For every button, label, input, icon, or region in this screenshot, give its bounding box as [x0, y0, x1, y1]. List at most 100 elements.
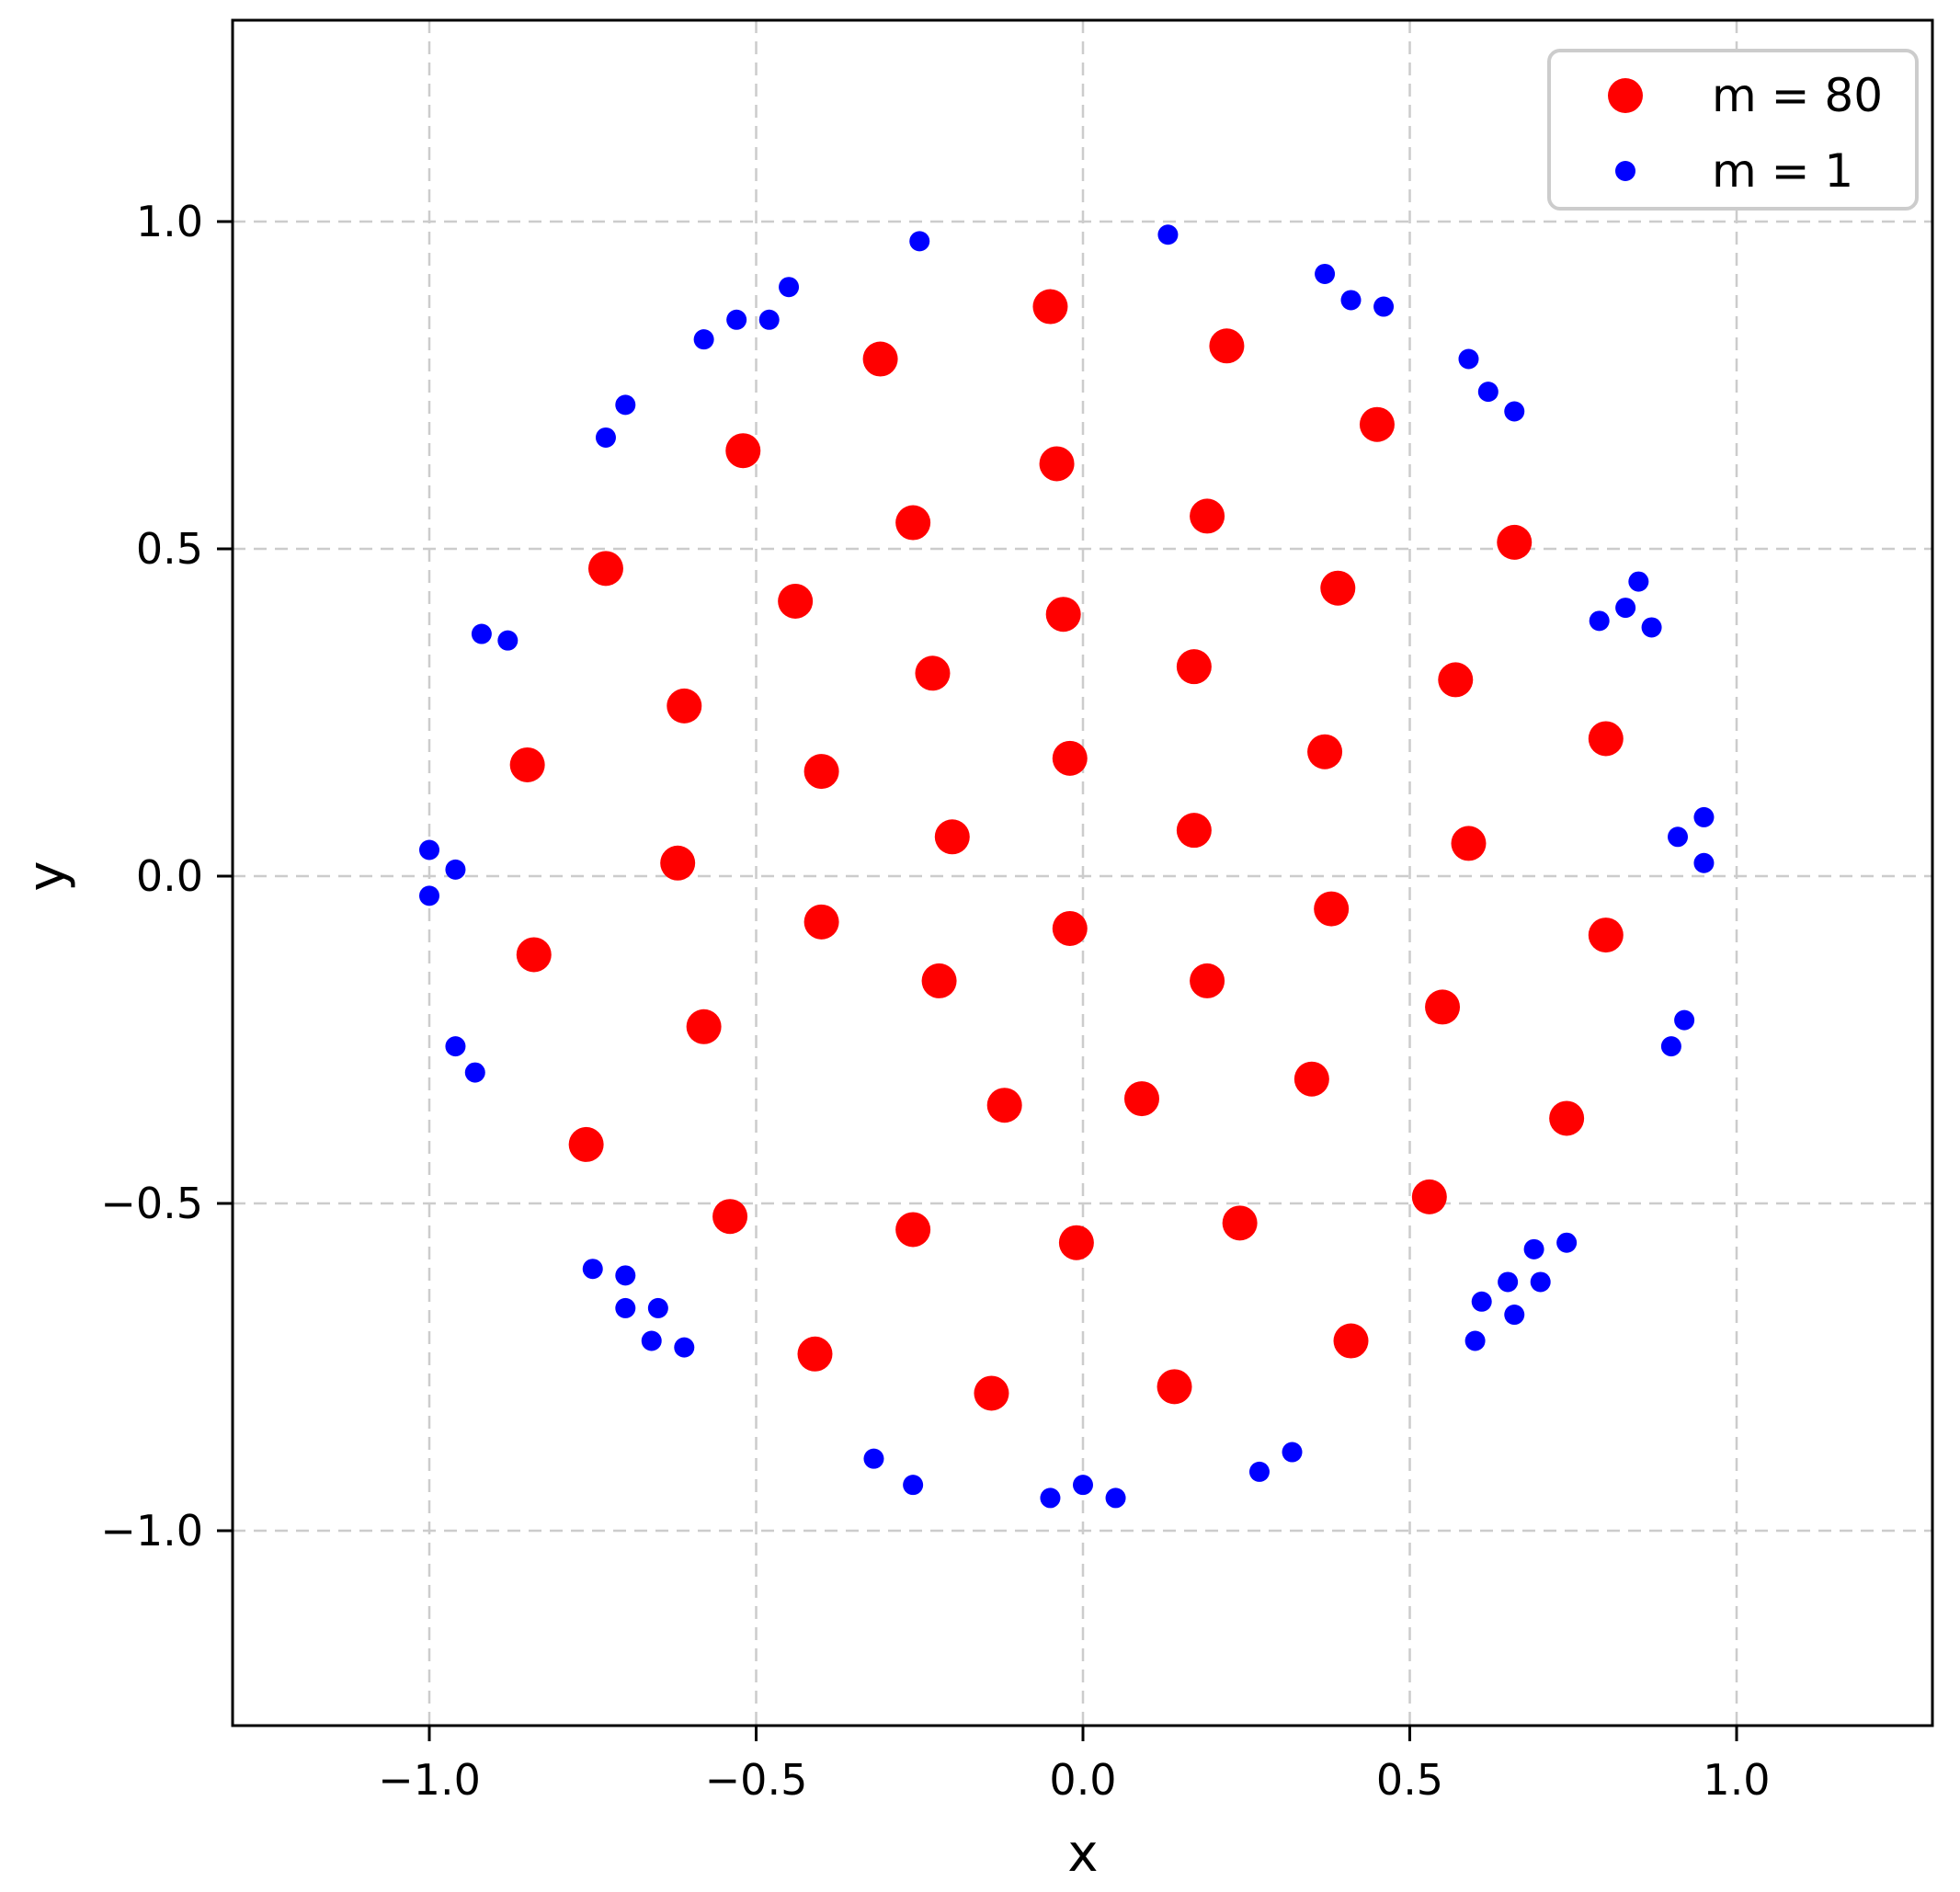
- data-point: [1504, 1305, 1525, 1326]
- gridlines: [233, 20, 1932, 1726]
- data-point: [863, 1448, 884, 1469]
- data-point: [568, 1126, 604, 1162]
- data-point: [1530, 1271, 1551, 1293]
- data-point: [712, 1199, 748, 1235]
- data-point: [674, 1337, 695, 1358]
- data-point: [1039, 446, 1075, 482]
- x-tick-label: 0.5: [1376, 1755, 1443, 1805]
- data-point: [464, 1062, 485, 1083]
- data-point: [895, 1212, 931, 1248]
- data-point: [516, 937, 552, 973]
- data-point: [1073, 1475, 1093, 1496]
- data-point: [1373, 296, 1395, 317]
- data-point: [779, 277, 800, 298]
- data-point: [1222, 1205, 1258, 1241]
- data-point: [1464, 1330, 1486, 1351]
- data-point: [509, 747, 545, 782]
- data-point: [1058, 1225, 1094, 1260]
- x-tick-labels: −1.0 −0.5 0.0 0.5 1.0: [378, 1755, 1770, 1805]
- data-point: [471, 623, 492, 644]
- data-point: [497, 630, 518, 651]
- data-point: [1190, 963, 1225, 998]
- series-m80-points: [509, 289, 1624, 1411]
- y-tick-label: 0.0: [136, 851, 203, 901]
- data-point: [1314, 891, 1350, 927]
- data-point: [419, 839, 439, 861]
- data-point: [778, 583, 814, 619]
- y-axis-label: y: [17, 861, 77, 891]
- data-point: [693, 329, 714, 350]
- data-point: [1438, 662, 1474, 698]
- data-point: [686, 1009, 722, 1044]
- data-point: [647, 1297, 668, 1318]
- data-point: [1693, 806, 1715, 827]
- data-point: [1320, 570, 1356, 606]
- data-point: [660, 845, 696, 881]
- data-point: [582, 1259, 603, 1280]
- data-point: [1660, 1036, 1681, 1057]
- data-point: [1589, 610, 1610, 632]
- data-point: [1209, 328, 1245, 364]
- data-point: [587, 551, 623, 587]
- data-point: [595, 427, 616, 448]
- data-point: [419, 885, 439, 906]
- data-point: [1549, 1100, 1585, 1136]
- data-point: [1157, 224, 1179, 245]
- data-point: [445, 859, 466, 880]
- data-point: [1052, 740, 1088, 776]
- data-point: [974, 1375, 1009, 1411]
- data-point: [1315, 263, 1336, 284]
- data-point: [909, 231, 930, 252]
- y-tick-labels: −1.0 −0.5 0.0 0.5 1.0: [100, 197, 203, 1556]
- data-point: [915, 655, 951, 691]
- legend-label-m80: m = 80: [1712, 69, 1883, 122]
- x-tick-label: −0.5: [705, 1755, 808, 1805]
- data-point: [1359, 406, 1395, 442]
- data-point: [1615, 598, 1636, 619]
- data-point: [615, 394, 636, 416]
- data-point: [1293, 1061, 1329, 1097]
- data-point: [1425, 989, 1461, 1025]
- data-point: [1105, 1487, 1126, 1509]
- y-tick-label: 0.5: [136, 524, 203, 574]
- data-point: [1471, 1291, 1492, 1312]
- data-point: [1504, 401, 1525, 422]
- data-point: [445, 1036, 466, 1057]
- x-tick-label: −1.0: [378, 1755, 481, 1805]
- legend-label-m1: m = 1: [1712, 144, 1853, 198]
- data-point: [1523, 1238, 1544, 1259]
- data-point: [797, 1336, 833, 1372]
- data-point: [615, 1265, 636, 1286]
- data-point: [667, 688, 702, 724]
- data-point: [1451, 826, 1487, 861]
- data-point: [1458, 348, 1479, 370]
- legend-swatch-m1: [1615, 161, 1635, 181]
- data-point: [1282, 1442, 1303, 1463]
- x-axis-label: x: [1067, 1824, 1098, 1884]
- data-point: [725, 433, 761, 469]
- data-point: [1333, 1323, 1369, 1359]
- data-point: [903, 1475, 924, 1496]
- data-point: [1176, 649, 1212, 685]
- data-point: [1641, 617, 1662, 638]
- data-point: [1157, 1369, 1192, 1405]
- y-tick-label: −0.5: [100, 1179, 203, 1228]
- series-m1-points: [419, 224, 1715, 1509]
- data-point: [1497, 524, 1533, 560]
- data-point: [803, 754, 839, 790]
- data-point: [1693, 852, 1715, 873]
- data-point: [1040, 1487, 1061, 1509]
- data-point: [615, 1297, 636, 1318]
- data-point: [934, 819, 970, 855]
- axis-ticks: [217, 220, 1738, 1741]
- data-point: [986, 1088, 1022, 1123]
- y-tick-label: 1.0: [136, 197, 203, 246]
- data-point: [1477, 382, 1498, 403]
- x-tick-label: 1.0: [1703, 1755, 1770, 1805]
- legend-swatch-m80: [1608, 78, 1643, 113]
- x-tick-label: 0.0: [1049, 1755, 1116, 1805]
- data-point: [1052, 910, 1088, 946]
- data-point: [758, 309, 780, 330]
